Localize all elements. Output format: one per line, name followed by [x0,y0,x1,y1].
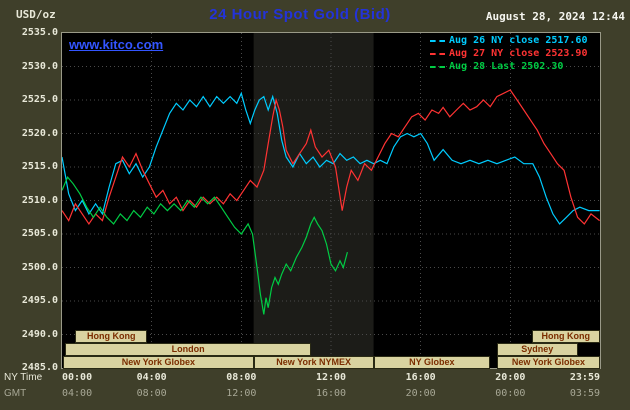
kitco-link[interactable]: www.kitco.com [69,37,164,52]
price-line-aug-28 [62,175,348,315]
price-plot [61,32,601,369]
legend-item-aug-27: Aug 27 NY close 2523.90 [430,47,587,60]
ny-time-tick: 08:00 [226,372,257,383]
unit-label: USD/oz [16,8,56,21]
chart-legend: Aug 26 NY close 2517.60 Aug 27 NY close 2… [430,34,587,73]
gmt-row-label: GMT [4,388,27,399]
y-tick-label: 2535.0 [21,27,58,38]
session-bar-new-york-nymex: New York NYMEX [253,356,374,369]
legend-item-aug-26: Aug 26 NY close 2517.60 [430,34,587,47]
price-chart-svg [62,33,600,368]
y-tick-label: 2495.0 [21,295,58,306]
session-bar-hong-kong: Hong Kong [531,330,600,343]
gmt-time-tick: 12:00 [226,388,257,399]
session-bar-hong-kong: Hong Kong [75,330,148,343]
ny-time-tick: 04:00 [136,372,167,383]
legend-line-swatch [430,39,445,42]
y-tick-label: 2485.0 [21,362,58,373]
ny-time-tick: 12:00 [315,372,347,383]
ny-time-tick: 20:00 [495,372,526,383]
price-line-aug-26 [62,91,600,225]
legend-label: Aug 26 NY close 2517.60 [449,35,588,46]
y-tick-label: 2490.0 [21,328,58,340]
ny-time-tick: 16:00 [405,372,436,383]
gmt-time-tick: 03:59 [569,388,600,399]
legend-line-swatch [430,65,445,68]
page-title: 24 Hour Spot Gold (Bid) [209,6,391,23]
gmt-time-tick: 00:00 [495,388,526,399]
session-bar-ny-globex: NY Globex [373,356,491,369]
y-tick-label: 2520.0 [21,127,58,139]
y-tick-label: 2530.0 [21,60,58,72]
legend-label: Aug 27 NY close 2523.90 [449,48,588,59]
ny-time-tick: 00:00 [62,372,93,383]
gmt-time-tick: 16:00 [315,388,347,399]
datetime-label: August 28, 2024 12:44 [485,10,625,23]
session-bar-london: London [65,343,311,356]
session-bar-sydney: Sydney [496,343,578,356]
gmt-time-tick: 20:00 [405,388,436,399]
session-bar-new-york-globex: New York Globex [496,356,600,369]
gmt-time-tick: 04:00 [62,388,93,399]
y-tick-label: 2515.0 [21,161,58,172]
ny-time-tick: 23:59 [569,372,600,383]
y-tick-label: 2525.0 [21,94,58,105]
y-tick-label: 2510.0 [21,194,58,206]
y-tick-label: 2505.0 [21,228,58,239]
legend-item-aug-28: Aug 28 Last 2502.30 [430,60,587,73]
ny-time-row-label: NY Time [4,372,43,383]
nymex-session-band [253,33,374,368]
price-line-aug-27 [62,89,600,225]
session-bar-new-york-globex: New York Globex [63,356,254,369]
legend-label: Aug 28 Last 2502.30 [449,61,564,72]
y-tick-label: 2500.0 [21,261,58,273]
gmt-time-tick: 08:00 [136,388,167,399]
legend-line-swatch [430,52,445,55]
